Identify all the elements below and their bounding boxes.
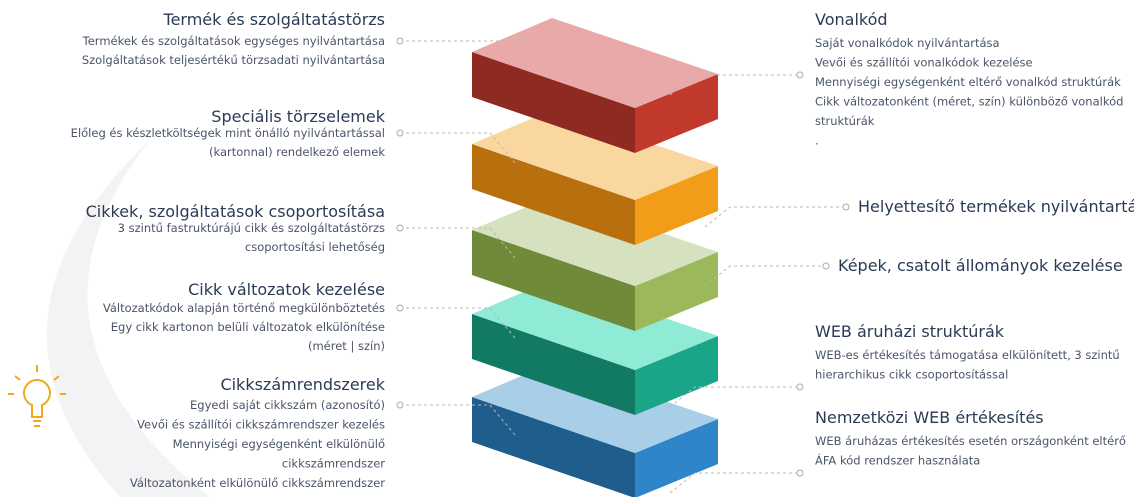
connector [704,206,846,228]
item-line: Előleg és készletköltségek mint önálló n… [71,126,385,140]
right-item: Képek, csatolt állományok kezelése [704,256,1123,287]
item-line: cikkszámrendszer [282,457,385,471]
left-item: Cikkszámrendszerek Egyedi saját cikkszám … [130,375,516,490]
item-line: (méret | szín) [308,339,385,353]
item-line: Saját vonalkódok nyilvántartása [815,36,1000,50]
item-line: hierarchikus cikk csoportosítással [815,368,1008,382]
layer [472,18,718,153]
connector-dot [796,71,804,79]
layer [472,280,718,415]
item-title: Cikkek, szolgáltatások csoportosítása [86,202,385,221]
item-line: Termékek és szolgáltatások egységes nyil… [82,34,385,48]
layer-stack [472,18,718,497]
item-line: Vevői és szállítói cikkszámrendszer keze… [137,418,385,432]
layer-right-face [635,166,718,245]
item-title: Képek, csatolt állományok kezelése [838,256,1123,275]
layer [472,363,718,497]
layer-top-face [472,110,718,200]
right-item: WEB áruházi struktúrák WEB-es értékesítés… [669,322,1120,408]
item-line: (kartonnal) rendelkező elemek [209,145,385,159]
item-title: Cikkszámrendszerek [220,375,385,394]
layer-top-face [472,196,718,286]
layer-top-face [472,18,718,108]
connector [669,386,800,408]
item-line: csoportosítási lehetőség [245,240,385,254]
layer-top-face [472,280,718,370]
connector [704,265,826,287]
connector-dot [396,401,404,409]
item-line: Egyedi saját cikkszám (azonosító) [190,398,385,412]
connector [400,40,556,62]
item-line: Cikk változatonként (méret, szín) különb… [815,95,1123,109]
item-line: 3 szintű fastruktúrájú cikk és szolgálta… [118,221,385,235]
item-line: Mennyiségi egységenként elkülönülő [173,437,385,451]
item-title: Termék és szolgáltatástörzs [163,10,385,29]
layer-left-face [472,230,635,331]
item-title: Helyettesítő termékek nyilvántartása [858,197,1134,216]
connector-dot [796,469,804,477]
left-item: Cikk változatok kezelése Változatkódok al… [103,280,516,353]
layer-left-face [472,144,635,245]
connector-dot [396,37,404,45]
item-title: Speciális törzselemek [211,107,385,126]
connector [669,74,800,96]
right-item: Helyettesítő termékek nyilvántartása [704,197,1134,228]
layer-right-face [635,419,718,497]
connector [669,472,800,494]
item-title: Cikk változatok kezelése [188,280,385,299]
item-line: WEB-es értékesítés támogatása elkülöníte… [815,348,1120,362]
connector [400,307,516,339]
layer [472,110,718,245]
item-line: Változatonként elkülönülő cikkszámrendsz… [130,476,385,490]
right-item: Nemzetközi WEB értékesítés WEB áruházas é… [669,408,1126,494]
connector [400,404,516,436]
layer-left-face [472,314,635,415]
layer-right-face [635,252,718,331]
lightbulb-icon [8,365,66,427]
item-line: . [815,134,819,148]
item-title: Nemzetközi WEB értékesítés [815,408,1044,427]
connector [400,227,516,259]
right-item: Vonalkód Saját vonalkódok nyilvántartása V… [669,10,1123,148]
item-line: ÁFA kód rendszer használata [815,453,980,468]
item-line: Szolgáltatások teljesértékű törzsadati n… [82,53,385,67]
item-line: Egy cikk kartonon belüli változatok elkü… [111,320,385,334]
connector-dot [396,129,404,137]
item-line: Változatkódok alapján történő megkülönbö… [103,301,385,315]
connector [400,132,516,164]
item-line: struktúrák [815,114,875,128]
layer-top-face [472,363,718,453]
item-title: Vonalkód [815,10,888,29]
connector-dot [796,383,804,391]
layer-left-face [472,52,635,153]
layer-left-face [472,397,635,497]
background-swoosh [46,140,210,497]
item-line: Vevői és szállítói vonalkódok kezelése [815,56,1033,70]
layer-right-face [635,336,718,415]
connector-dot [396,224,404,232]
connector-dot [822,262,830,270]
item-title: WEB áruházi struktúrák [815,322,1005,341]
left-item: Termék és szolgáltatástörzs Termékek és s… [82,10,556,67]
item-line: Mennyiségi egységenként eltérő vonalkód … [815,75,1121,89]
connector-dot [842,203,850,211]
connector-dot [396,304,404,312]
layer-right-face [635,74,718,153]
item-line: WEB áruházas értékesítés esetén országon… [815,434,1126,448]
layer [472,196,718,331]
